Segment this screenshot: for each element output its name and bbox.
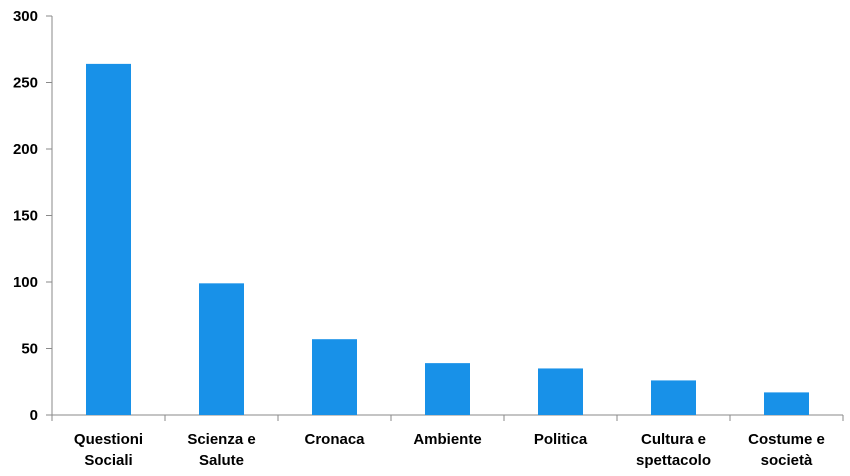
y-tick-label: 50	[21, 341, 38, 358]
bar	[651, 380, 696, 415]
x-tick-label-line: Questioni	[74, 431, 143, 448]
x-axis: Questioni Sociali Scienza e Salute Cronaca Am…	[51, 414, 844, 469]
y-tick-label: 200	[13, 141, 38, 158]
x-tick-label-line: Politica	[534, 431, 588, 448]
y-tick-label: 100	[13, 274, 38, 291]
bar	[86, 63, 131, 415]
x-tick-label-line: Cultura e	[641, 431, 706, 448]
bar	[538, 368, 583, 415]
y-tick-label: 0	[30, 407, 38, 424]
x-tick-label-line: Costume e	[748, 431, 825, 448]
x-tick-label-line: Sociali	[84, 452, 132, 469]
x-tick-label: Questioni Sociali	[74, 431, 143, 469]
bar	[425, 363, 470, 415]
bar	[764, 392, 809, 415]
x-tick-label: Scienza e Salute	[187, 431, 255, 469]
bars	[86, 63, 809, 415]
bar	[312, 339, 357, 415]
x-tick-label-line: Salute	[199, 452, 244, 469]
bar	[199, 283, 244, 415]
x-tick-label-line: Cronaca	[304, 431, 365, 448]
y-tick-label: 150	[13, 208, 38, 225]
x-tick-label-line: spettacolo	[636, 452, 711, 469]
y-tick-label: 250	[13, 75, 38, 92]
x-tick-label: Politica	[534, 431, 588, 448]
y-tick-label: 300	[13, 8, 38, 25]
x-tick-label-line: Scienza e	[187, 431, 255, 448]
x-tick-label-line: società	[761, 452, 813, 469]
y-axis: 0 50 100 150 200 250 300	[13, 8, 53, 424]
x-tick-label: Ambiente	[413, 431, 481, 448]
x-tick-label: Costume e società	[748, 431, 825, 469]
x-tick-label: Cronaca	[304, 431, 365, 448]
x-tick-label: Cultura e spettacolo	[636, 431, 711, 469]
x-tick-label-line: Ambiente	[413, 431, 481, 448]
